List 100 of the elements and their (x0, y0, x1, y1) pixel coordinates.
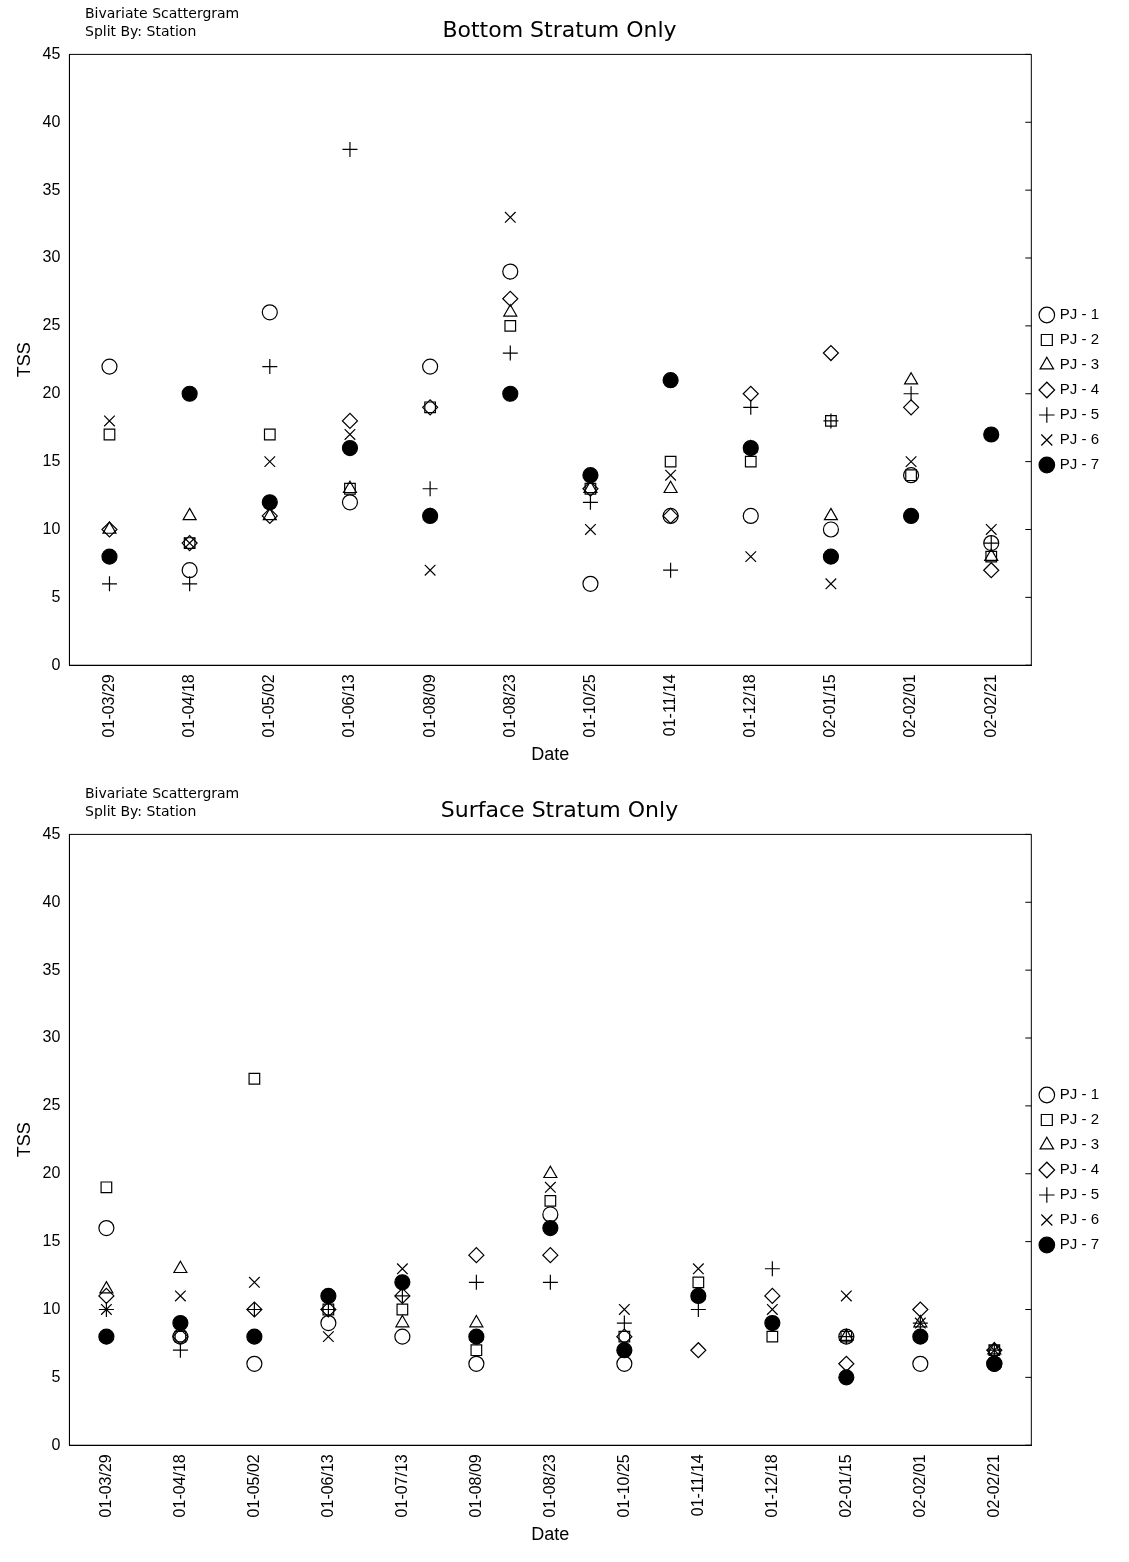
point (616, 1355, 633, 1372)
point (320, 1314, 337, 1332)
point (502, 263, 519, 280)
point (181, 562, 198, 579)
point (101, 521, 118, 538)
x-tick-label: 01-08/23 (500, 674, 518, 738)
point (263, 455, 276, 468)
point (468, 1355, 485, 1372)
point (825, 577, 837, 590)
text: Bivariate Scattergram Split By: Station (85, 4, 240, 40)
y-tick-label: 15 (42, 452, 61, 470)
y-axis-title: TSS (13, 342, 34, 378)
y-tick-label: 0 (51, 1435, 61, 1453)
point (101, 358, 118, 375)
point (664, 469, 677, 482)
y-tick-label: 15 (42, 1232, 61, 1250)
x-axis-title: Date (531, 744, 570, 765)
point (101, 548, 118, 565)
point (584, 523, 597, 536)
point (246, 1328, 263, 1345)
point (248, 1276, 261, 1289)
point (341, 439, 359, 457)
point (102, 521, 117, 534)
point (822, 548, 840, 565)
x-tick-label: 01-11/14 (688, 1454, 706, 1517)
y-tick-label: 45 (42, 824, 61, 842)
point (261, 304, 278, 321)
point (744, 550, 757, 563)
x-tick-label: 02-02/01 (910, 1454, 928, 1518)
x-tick-label: 01-11/14 (661, 674, 679, 737)
point (766, 1303, 779, 1316)
chart-title: Bottom Stratum Only (442, 16, 677, 42)
point (840, 1290, 853, 1302)
point (905, 455, 917, 468)
point (470, 1344, 483, 1357)
point (248, 1072, 261, 1085)
point (394, 1328, 411, 1345)
point (582, 467, 599, 484)
text: Bivariate Scattergram Split By: Station (85, 784, 240, 820)
x-tick-label: 01-08/23 (540, 1454, 558, 1518)
y-tick-label: 10 (42, 519, 61, 537)
legend-label: PJ - 1 (1059, 1085, 1100, 1103)
point (424, 564, 437, 577)
legend-label: PJ - 2 (1059, 1110, 1100, 1128)
point (542, 1206, 559, 1223)
legend-label: PJ - 4 (1059, 380, 1100, 398)
x-tick-label: 01-12/18 (741, 674, 759, 738)
point (173, 1260, 188, 1274)
chart-title: Surface Stratum Only (440, 796, 679, 822)
point (395, 1314, 410, 1328)
y-tick-label: 40 (42, 112, 61, 130)
point (985, 523, 998, 536)
point (172, 1314, 189, 1332)
y-tick-label: 40 (42, 892, 61, 910)
point (822, 521, 840, 538)
point (246, 1355, 263, 1372)
point (543, 1165, 558, 1179)
point (690, 1342, 707, 1359)
y-axis-title: TSS (13, 1122, 34, 1158)
point (263, 428, 276, 441)
point (663, 480, 678, 494)
point (542, 1247, 559, 1264)
point (903, 372, 919, 385)
point (322, 1330, 335, 1343)
point (98, 1287, 115, 1305)
point (582, 494, 599, 511)
point (181, 385, 198, 402)
legend-label: PJ - 1 (1059, 305, 1100, 323)
y-tick-label: 35 (42, 180, 61, 198)
point (468, 1328, 485, 1345)
x-tick-label: 02-02/01 (901, 674, 919, 738)
x-tick-label: 01-10/25 (580, 674, 598, 738)
x-tick-label: 01-06/13 (318, 1454, 336, 1518)
point (662, 372, 679, 389)
x-tick-label: 01-08/09 (420, 674, 438, 738)
y-tick-label: 10 (42, 1299, 61, 1317)
point (912, 1355, 929, 1372)
point (101, 575, 118, 592)
x-tick-label: 01-05/02 (244, 1454, 262, 1518)
point (262, 507, 277, 521)
legend-label: PJ - 3 (1059, 1135, 1100, 1153)
point (394, 1274, 411, 1291)
x-tick-label: 02-01/15 (821, 674, 839, 738)
y-tick-label: 45 (42, 44, 61, 62)
y-tick-label: 5 (51, 1367, 61, 1385)
point (182, 507, 197, 521)
point (396, 1303, 409, 1316)
point (502, 385, 519, 402)
x-tick-label: 02-02/21 (981, 674, 999, 738)
point (320, 1287, 337, 1305)
y-tick-label: 0 (51, 655, 61, 673)
point (582, 575, 599, 592)
point (544, 1181, 557, 1194)
point (822, 344, 840, 362)
point (341, 412, 359, 429)
point (344, 428, 356, 441)
point (503, 304, 518, 317)
x-tick-label: 01-03/29 (96, 1454, 114, 1518)
legend-label: PJ - 7 (1059, 455, 1100, 473)
legend-label: PJ - 5 (1059, 1185, 1100, 1203)
